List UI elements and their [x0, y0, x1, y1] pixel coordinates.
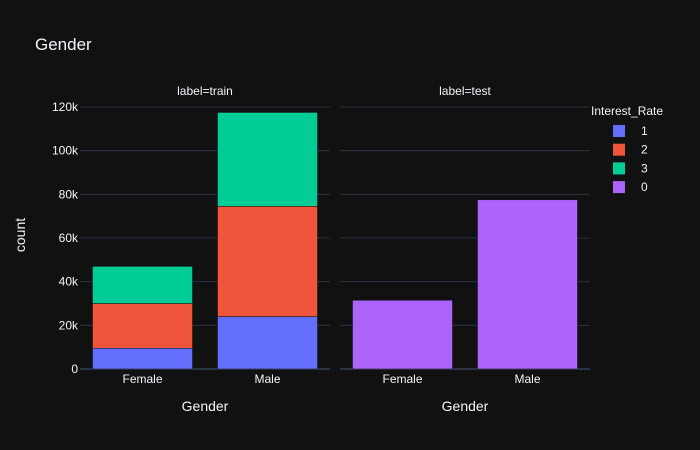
- legend-swatch: [613, 125, 625, 137]
- legend-label: 2: [641, 143, 648, 157]
- legend-item-1[interactable]: 1: [613, 124, 648, 138]
- legend-swatch: [613, 143, 625, 156]
- x-tick-label: Male: [514, 372, 540, 386]
- bar-female-series-1[interactable]: [92, 348, 193, 370]
- y-tick-label: 120k: [52, 100, 79, 114]
- bar-female-series-2[interactable]: [92, 303, 193, 349]
- bar-male-series-2[interactable]: [217, 206, 318, 317]
- legend-title: Interest_Rate: [591, 104, 663, 118]
- facet-label: label=train: [177, 84, 233, 98]
- y-tick-label: 0: [71, 362, 78, 376]
- bar-female-series-3[interactable]: [92, 266, 193, 304]
- legend-item-2[interactable]: 2: [613, 143, 648, 157]
- y-axis-ticks: 0 20k 40k 60k 80k 100k 120k: [52, 100, 79, 376]
- bar-male-series-0[interactable]: [477, 199, 578, 370]
- y-axis-label: count: [12, 218, 28, 252]
- x-tick-label: Female: [382, 372, 422, 386]
- x-tick-label: Male: [254, 372, 280, 386]
- y-tick-label: 40k: [59, 275, 79, 289]
- bar-male-series-1[interactable]: [217, 316, 318, 370]
- bar-male-series-3[interactable]: [217, 112, 318, 207]
- legend-item-3[interactable]: 3: [613, 161, 648, 175]
- legend-swatch: [613, 162, 625, 175]
- facet-1: Female Male label=test Gender: [340, 84, 590, 414]
- bar-female-series-0[interactable]: [352, 299, 453, 370]
- legend-label: 0: [641, 180, 648, 194]
- legend-swatch: [613, 181, 625, 194]
- legend-item-0[interactable]: 0: [613, 180, 648, 194]
- chart-title: Gender: [35, 35, 92, 54]
- y-tick-label: 100k: [52, 144, 79, 158]
- y-tick-label: 80k: [59, 187, 79, 201]
- x-axis-label: Gender: [442, 398, 489, 414]
- legend-label: 3: [641, 161, 648, 175]
- x-tick-label: Female: [122, 372, 162, 386]
- legend[interactable]: Interest_Rate 1 2 3 0: [591, 104, 663, 194]
- y-tick-label: 20k: [59, 318, 79, 332]
- facet-0: Female Male label=train Gender: [80, 84, 330, 414]
- facet-label: label=test: [439, 84, 491, 98]
- x-axis-label: Gender: [182, 398, 229, 414]
- y-tick-label: 60k: [59, 231, 79, 245]
- legend-label: 1: [641, 124, 648, 138]
